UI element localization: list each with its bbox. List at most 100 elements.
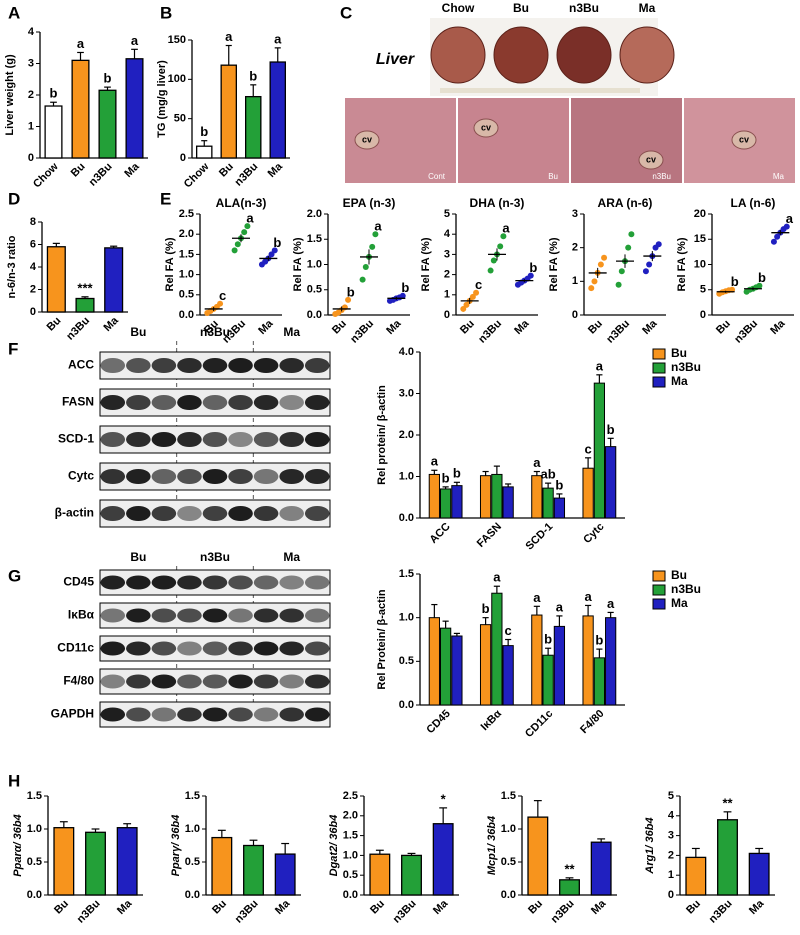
x-tick-label: Cytc [581,521,606,546]
y-tick-label: 2 [572,242,578,254]
blot-band [126,608,151,623]
x-tick-label: n3Bu [75,898,103,926]
bar [491,592,503,706]
bar [479,624,492,706]
photo-label: Bu [513,1,529,15]
annotation: a [533,590,541,605]
blot-row-label: β-actin [55,506,94,520]
blot-band [304,575,330,590]
y-tick-label: 2 [444,269,450,281]
bar [428,473,440,519]
bar [432,823,454,896]
data-point [615,281,622,288]
liver-photo [493,26,549,84]
blot-band [126,641,151,656]
y-tick-label: 2 [28,89,34,101]
y-tick-label: 0.5 [501,856,516,868]
x-tick-label: Ma [640,317,660,337]
y-tick-label: 0.0 [343,889,358,901]
blot-band [253,707,279,722]
y-tick-label: 0.5 [179,289,194,301]
blot-band [151,575,177,590]
bar [211,836,233,896]
x-tick-label: n3Bu [348,318,376,346]
y-axis-label: Pparα/ 36b4 [12,814,24,876]
data-point [469,293,476,300]
x-tick-label: n3Bu [707,898,735,926]
blot-band [151,505,177,522]
blot-band [253,575,279,590]
data-point [756,282,763,289]
blot-band [228,357,253,374]
chart-title: LA (n-6) [731,196,776,210]
data-point [597,261,604,268]
x-tick-label: Ma [102,314,122,334]
bar [196,145,213,159]
blot-band [202,394,228,411]
blot-row-label: FASN [62,395,94,409]
y-tick-label: 0.5 [185,856,200,868]
bar [428,617,440,706]
blot-band [279,707,304,722]
y-tick-label: 0 [668,889,674,901]
y-tick-label: 4 [668,810,675,822]
panel-label: H [8,771,20,790]
bar [440,627,452,706]
x-tick-label: FASN [475,521,504,550]
vessel-label: cv [362,134,372,144]
y-tick-label: 1.5 [399,568,414,580]
photo-label: Chow [442,1,475,15]
liver-photo [556,26,612,84]
data-point [497,243,504,250]
y-tick-label: 5 [700,284,706,296]
blot-band [100,431,126,448]
x-tick-label: CD11c [523,708,555,740]
bar [542,487,554,519]
y-tick-label: 1.0 [307,258,322,270]
data-point [345,296,352,303]
y-tick-label: 1.0 [27,823,42,835]
y-tick-label: 0.0 [501,889,516,901]
y-tick-label: 2.0 [399,429,414,441]
blot-band [177,575,202,590]
y-tick-label: 0 [28,152,34,164]
bar [491,473,503,519]
x-tick-label: Ma [431,897,451,917]
y-tick-label: 5 [444,208,450,220]
blot-band [100,357,126,374]
x-tick-label: Bu [330,318,349,337]
data-point [487,267,494,274]
y-tick-label: 20 [694,208,706,220]
data-point [369,243,376,250]
legend-label: Ma [671,596,688,610]
y-tick-label: 8 [30,216,36,228]
y-tick-label: 1.5 [27,790,42,802]
bar [531,475,543,519]
annotation: b [200,124,208,139]
annotation: * [441,791,447,806]
bar [369,853,391,896]
blot-group: Bu [130,325,146,339]
y-tick-label: 3 [444,248,450,260]
blot-band [202,608,228,623]
annotation: c [505,623,512,638]
y-tick-label: 100 [168,73,186,85]
ruler [440,88,640,93]
y-tick-label: 0 [30,306,36,318]
y-tick-label: 2.0 [343,810,358,822]
x-tick-label: Ma [768,317,788,337]
annotation: c [584,441,591,456]
blot-band [151,641,177,656]
x-tick-label: Bu [45,315,64,334]
blot-band [151,674,177,689]
legend-label: Bu [671,346,687,360]
bar [220,64,237,159]
x-tick-label: IκBα [479,708,505,734]
blot-band [177,431,202,448]
bar [451,635,463,706]
liver-title: Liver [376,51,415,68]
x-tick-label: Chow [182,160,212,190]
histology-label: Cont [428,172,446,181]
y-axis-label: Pparγ/ 36b4 [170,815,182,877]
histology-label: Ma [773,172,785,181]
